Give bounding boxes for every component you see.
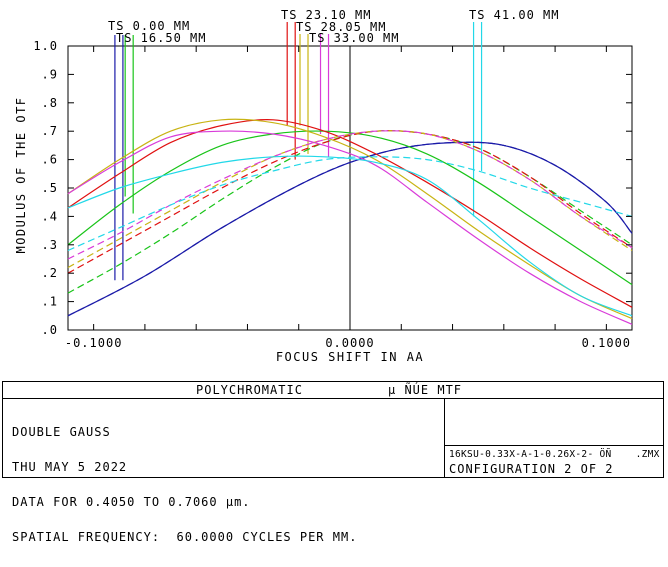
footer-header: POLYCHROMATIC μ ÑÚE MTF (3, 382, 663, 399)
sagittal-curve (67, 130, 633, 260)
frequency-line: SPATIAL FREQUENCY: 60.0000 CYCLES PER MM… (12, 530, 358, 544)
field-label: TS 28.05 MM (296, 20, 386, 34)
x-tick-label: 0.1000 (582, 336, 631, 350)
y-axis-label: MODULUS OF THE OTF (14, 96, 28, 253)
field-label: TS 0.00 MM (108, 19, 190, 33)
field-label: TS 23.10 MM (281, 8, 371, 22)
footer-divider-horizontal (444, 445, 663, 446)
y-tick-label: .3 (42, 238, 58, 252)
plot-footer: POLYCHROMATIC μ ÑÚE MTF DOUBLE GAUSS THU… (2, 381, 664, 543)
y-tick-label: .0 (42, 323, 58, 337)
y-tick-label: .5 (42, 181, 58, 195)
tangential-curve (67, 141, 633, 317)
mtf-curves (67, 118, 633, 325)
y-tick-label: .2 (42, 266, 58, 280)
footer-divider-vertical (444, 398, 445, 477)
x-tick-label: 0.0000 (325, 336, 374, 350)
y-tick-label: 1.0 (33, 39, 58, 53)
tangential-curve (67, 155, 633, 317)
configuration-label: CONFIGURATION 2 OF 2 (449, 462, 614, 476)
sagittal-curve (67, 156, 633, 252)
design-name: DOUBLE GAUSS (12, 425, 111, 439)
y-tick-label: .6 (42, 153, 58, 167)
field-label: TS 33.00 MM (309, 31, 399, 45)
x-axis-label: FOCUS SHIFT IN AA (276, 350, 424, 364)
footer-title-right: μ ÑÚE MTF (388, 383, 463, 397)
footer-info: DOUBLE GAUSS THU MAY 5 2022 DATA FOR 0.4… (12, 402, 357, 566)
plot-frame (67, 45, 633, 331)
wavelength-line: DATA FOR 0.4050 TO 0.7060 μm. (12, 495, 251, 509)
axis-ticks: .0 .1 .2 .3 .4 .5 .6 .7 .8 .9 1.0 -0.1000 0.0000 0.10… (33, 39, 632, 350)
y-tick-label: .1 (42, 295, 58, 309)
tangential-curve (67, 118, 633, 320)
y-tick-label: .9 (42, 67, 58, 81)
tangential-curve (67, 130, 633, 325)
y-tick-label: .8 (42, 96, 58, 110)
date-line: THU MAY 5 2022 (12, 460, 128, 474)
tangential-curve (67, 119, 633, 308)
field-label: TS 16.50 MM (116, 31, 206, 45)
x-tick-label: -0.1000 (65, 336, 123, 350)
field-marker-lines (114, 22, 483, 281)
file-name: 16KSU-0.33X-A-1-0.26X-2- ÖÑ .ZMX (449, 449, 660, 460)
y-tick-label: .4 (42, 209, 58, 223)
footer-title: POLYCHROMATIC (196, 383, 303, 397)
sagittal-curve (67, 130, 633, 274)
y-tick-label: .7 (42, 124, 58, 138)
field-label: TS 41.00 MM (469, 8, 559, 22)
